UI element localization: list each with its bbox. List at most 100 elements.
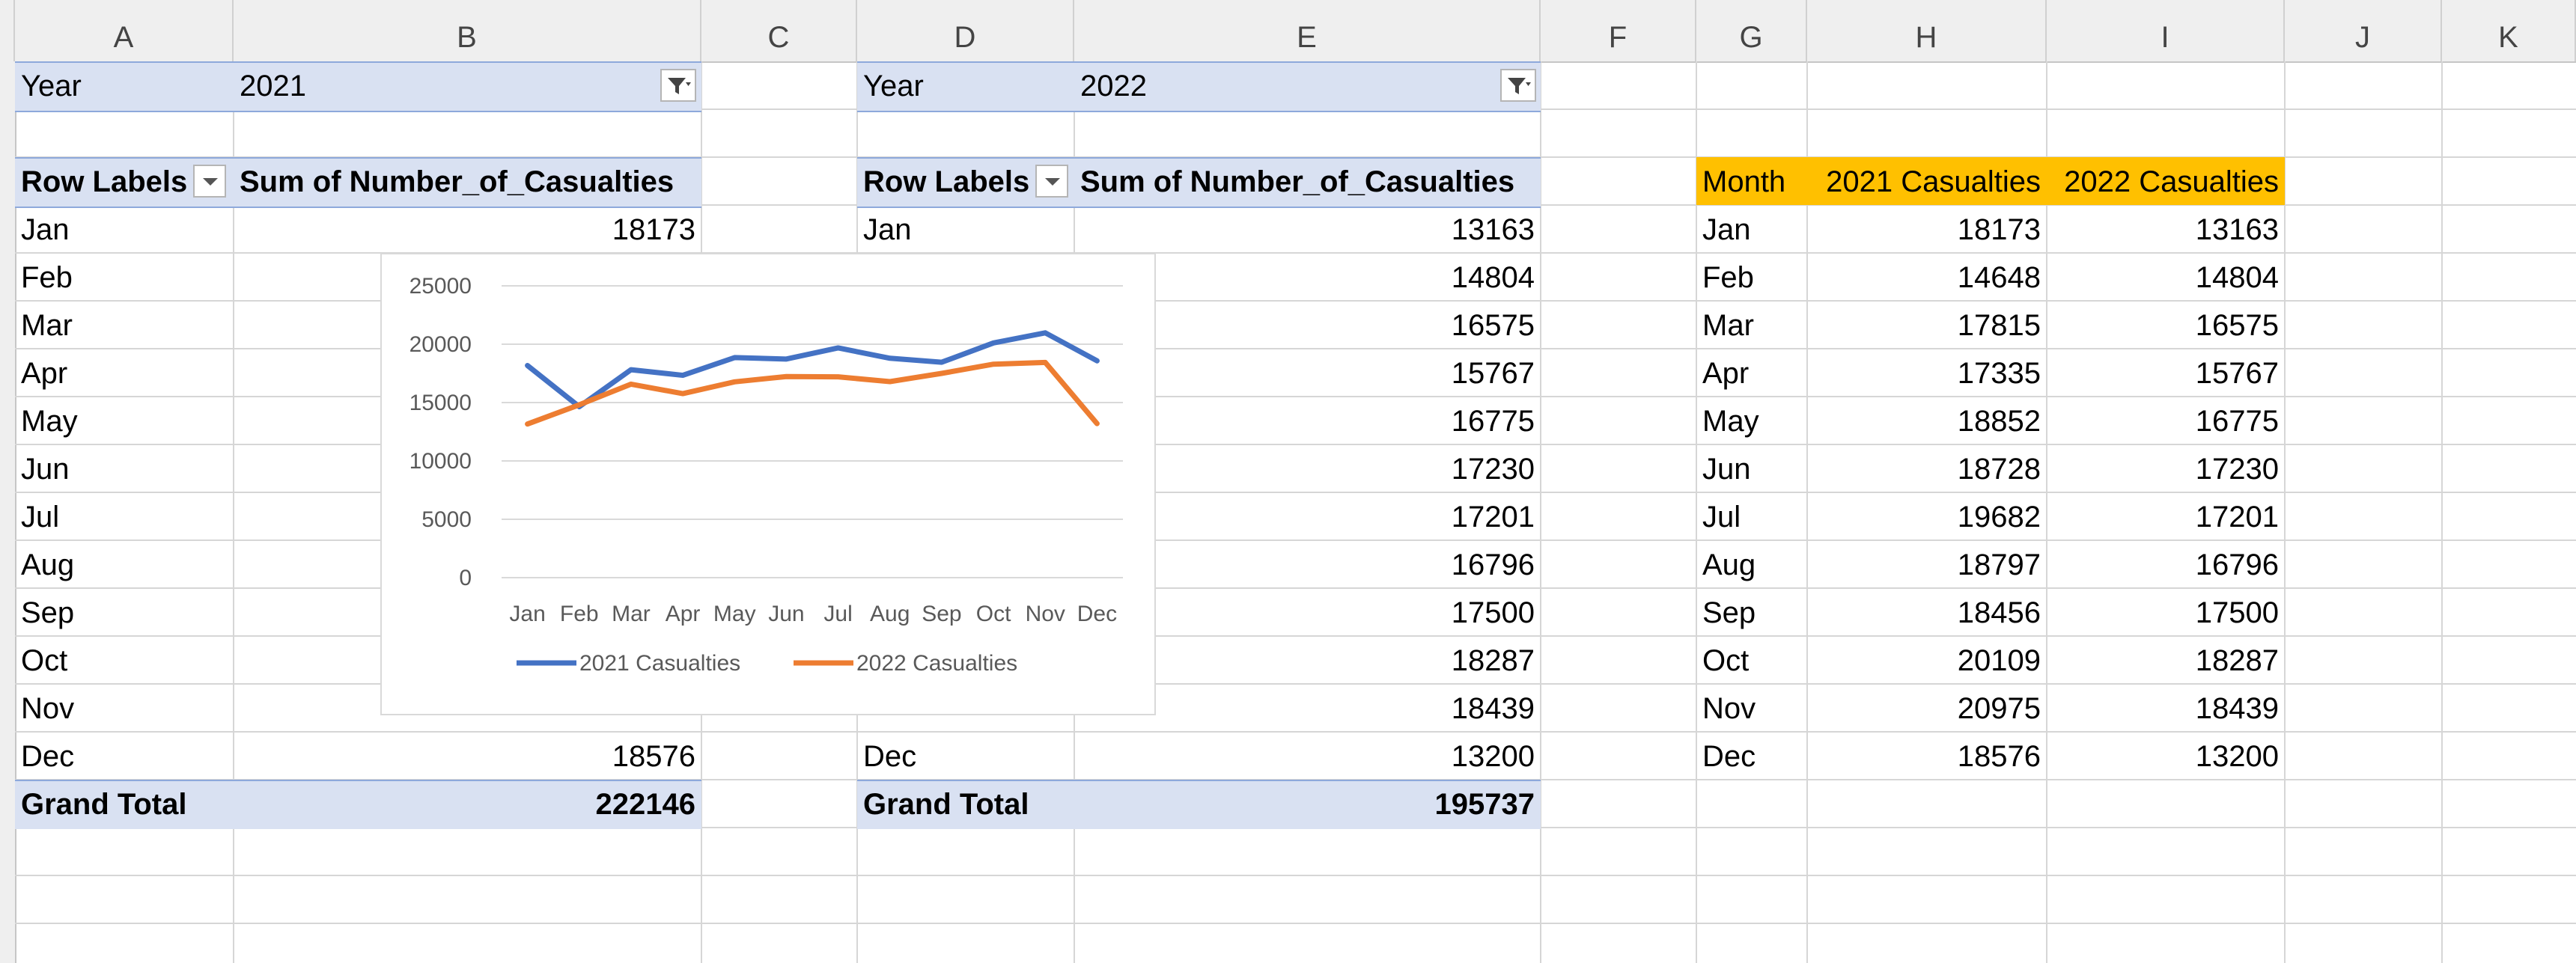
table-cell-month[interactable]: Apr	[1702, 357, 1750, 390]
table-cell-2022[interactable]: 17500	[2195, 596, 2279, 629]
pivot-row-label[interactable]: Mar	[21, 309, 73, 342]
pivot-row-label[interactable]: Dec	[21, 740, 75, 773]
table-cell-2021[interactable]: 18576	[1957, 740, 2041, 773]
pivot-row-label[interactable]: Nov	[21, 692, 75, 725]
column-header-a[interactable]: A	[15, 0, 234, 61]
column-header-i[interactable]: I	[2047, 0, 2285, 61]
table-cell-2022[interactable]: 18287	[2195, 644, 2279, 677]
pivot-row-value[interactable]: 18287	[1451, 644, 1535, 677]
table-cell-2021[interactable]: 18173	[1957, 213, 2041, 246]
table-cell-month[interactable]: Feb	[1702, 261, 1754, 294]
y-tick-label: 25000	[409, 274, 472, 299]
pivot-2021-filter-button[interactable]	[660, 69, 696, 102]
pivot-row-label[interactable]: Oct	[21, 644, 68, 677]
table-cell-2022[interactable]: 15767	[2195, 357, 2279, 390]
column-header-g[interactable]: G	[1696, 0, 1807, 61]
comparison-header-2022[interactable]: 2022 Casualties	[2064, 165, 2279, 198]
pivot-row-value[interactable]: 18576	[612, 740, 695, 773]
pivot-row-value[interactable]: 17230	[1451, 453, 1535, 486]
table-cell-2022[interactable]: 16775	[2195, 405, 2279, 438]
pivot-2022-header-band	[857, 157, 1541, 208]
table-cell-2022[interactable]: 16575	[2195, 309, 2279, 342]
column-header-f[interactable]: F	[1541, 0, 1696, 61]
pivot-2022-filter-value: 2022	[1080, 70, 1147, 103]
pivot-row-label[interactable]: Aug	[21, 548, 75, 581]
pivot-2022-grand-total-band	[857, 780, 1541, 829]
table-cell-2021[interactable]: 17335	[1957, 357, 2041, 390]
column-header-c[interactable]: C	[701, 0, 857, 61]
table-cell-2022[interactable]: 18439	[2195, 692, 2279, 725]
pivot-row-value[interactable]: 16575	[1451, 309, 1535, 342]
column-header-h[interactable]: H	[1807, 0, 2047, 61]
table-cell-2022[interactable]: 17230	[2195, 453, 2279, 486]
pivot-row-label[interactable]: Jun	[21, 453, 70, 486]
pivot-row-value[interactable]: 13200	[1451, 740, 1535, 773]
pivot-row-label[interactable]: Jan	[21, 213, 70, 246]
table-cell-month[interactable]: Jan	[1702, 213, 1751, 246]
y-tick-label: 10000	[409, 449, 472, 474]
pivot-row-value[interactable]: 17500	[1451, 596, 1535, 629]
table-cell-2022[interactable]: 17201	[2195, 501, 2279, 534]
x-tick-label: Mar	[612, 602, 651, 626]
select-all-corner[interactable]	[0, 0, 15, 61]
line-chart[interactable]: 0 5000 10000 15000 20000 25000 Jan Feb Mar Apr May…	[380, 253, 1156, 715]
pivot-row-label[interactable]: Dec	[863, 740, 917, 773]
pivot-row-label[interactable]: May	[21, 405, 78, 438]
table-cell-month[interactable]: Dec	[1702, 740, 1756, 773]
column-header-d[interactable]: D	[857, 0, 1074, 61]
pivot-row-label[interactable]: Apr	[21, 357, 68, 390]
pivot-row-label[interactable]: Jul	[21, 501, 60, 534]
table-cell-2021[interactable]: 20975	[1957, 692, 2041, 725]
x-tick-label: Sep	[922, 602, 961, 626]
pivot-2021-filter-band	[15, 61, 701, 112]
pivot-2021-row-labels-dropdown[interactable]	[193, 165, 226, 198]
comparison-header-month[interactable]: Month	[1702, 165, 1786, 198]
table-cell-2021[interactable]: 19682	[1957, 501, 2041, 534]
row-gridline	[15, 252, 2576, 254]
table-cell-2022[interactable]: 13200	[2195, 740, 2279, 773]
table-cell-2022[interactable]: 13163	[2195, 213, 2279, 246]
pivot-row-value[interactable]: 18173	[612, 213, 695, 246]
table-cell-2021[interactable]: 18456	[1957, 596, 2041, 629]
y-tick-label: 5000	[421, 507, 472, 532]
column-header-b[interactable]: B	[234, 0, 701, 61]
table-cell-2021[interactable]: 20109	[1957, 644, 2041, 677]
pivot-row-value[interactable]: 18439	[1451, 692, 1535, 725]
table-cell-month[interactable]: Aug	[1702, 548, 1756, 581]
pivot-row-value[interactable]: 13163	[1451, 213, 1535, 246]
table-cell-month[interactable]: Sep	[1702, 596, 1756, 629]
column-header-e[interactable]: E	[1074, 0, 1541, 61]
comparison-table-header-band	[1696, 157, 2285, 205]
table-cell-2021[interactable]: 17815	[1957, 309, 2041, 342]
pivot-row-label[interactable]: Sep	[21, 596, 75, 629]
table-cell-month[interactable]: Mar	[1702, 309, 1754, 342]
table-cell-2021[interactable]: 18852	[1957, 405, 2041, 438]
table-cell-month[interactable]: May	[1702, 405, 1759, 438]
series-line-2	[525, 359, 1100, 427]
table-cell-2021[interactable]: 18728	[1957, 453, 2041, 486]
pivot-2022-row-labels-dropdown[interactable]	[1035, 165, 1068, 198]
table-cell-2022[interactable]: 14804	[2195, 261, 2279, 294]
table-cell-2021[interactable]: 14648	[1957, 261, 2041, 294]
pivot-2022-filter-button[interactable]	[1500, 69, 1536, 102]
table-cell-month[interactable]: Oct	[1702, 644, 1750, 677]
table-cell-month[interactable]: Jul	[1702, 501, 1741, 534]
pivot-row-value[interactable]: 14804	[1451, 261, 1535, 294]
pivot-row-label[interactable]: Feb	[21, 261, 73, 294]
table-cell-2022[interactable]: 16796	[2195, 548, 2279, 581]
column-header-k[interactable]: K	[2442, 0, 2576, 61]
comparison-header-2021[interactable]: 2021 Casualties	[1826, 165, 2041, 198]
row-header-strip	[0, 61, 16, 963]
column-header-j[interactable]: J	[2285, 0, 2442, 61]
pivot-row-value[interactable]: 16775	[1451, 405, 1535, 438]
table-cell-month[interactable]: Nov	[1702, 692, 1756, 725]
table-cell-2021[interactable]: 18797	[1957, 548, 2041, 581]
pivot-row-value[interactable]: 15767	[1451, 357, 1535, 390]
pivot-row-value[interactable]: 16796	[1451, 548, 1535, 581]
pivot-row-value[interactable]: 17201	[1451, 501, 1535, 534]
column-gridline	[2284, 61, 2286, 963]
table-cell-month[interactable]: Jun	[1702, 453, 1751, 486]
pivot-row-label[interactable]: Jan	[863, 213, 912, 246]
column-gridline	[233, 61, 234, 963]
